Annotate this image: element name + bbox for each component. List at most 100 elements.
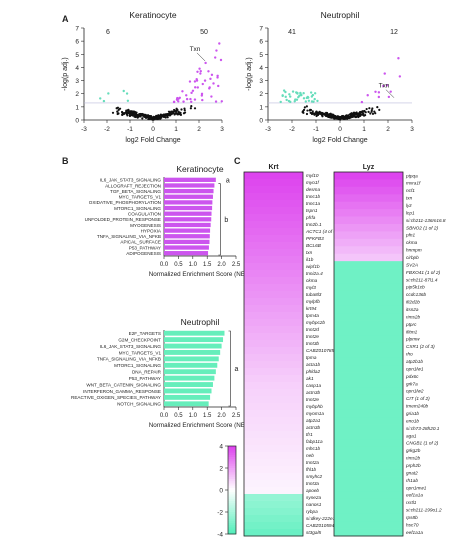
ns-point bbox=[331, 113, 334, 116]
ns-point bbox=[314, 111, 318, 114]
gene-label: tnnt2d bbox=[306, 327, 319, 332]
up-point bbox=[366, 94, 369, 97]
ns-point bbox=[351, 115, 354, 118]
gene-label: si:ch73-28h20.1 bbox=[406, 426, 440, 431]
category-label: NOTCH_SIGNALING bbox=[117, 402, 161, 407]
y-tick-label: 1 bbox=[75, 104, 79, 111]
up-point bbox=[201, 82, 204, 86]
heatmap-cell bbox=[334, 290, 403, 299]
gene-label: mhc1b bbox=[306, 446, 320, 451]
up-point bbox=[385, 84, 389, 87]
heatmap-cell bbox=[244, 382, 303, 390]
group-bracket bbox=[218, 183, 221, 256]
category-label: MTORC1_SIGNALING bbox=[114, 206, 161, 211]
ns-point bbox=[123, 112, 126, 115]
ns-point bbox=[125, 110, 128, 113]
y-tick-label: 2 bbox=[75, 91, 79, 98]
up-point bbox=[383, 72, 386, 75]
bar bbox=[164, 369, 216, 375]
gene-label: pfrfa bbox=[305, 215, 316, 220]
up-point bbox=[199, 69, 202, 73]
heatmap-cell bbox=[244, 368, 303, 376]
ns-point bbox=[180, 108, 183, 111]
heatmap-cell bbox=[334, 172, 403, 180]
bar bbox=[164, 375, 215, 381]
gene-label: nanos1 bbox=[306, 502, 322, 507]
panel-label-a: A bbox=[62, 14, 69, 24]
up-point bbox=[182, 100, 185, 103]
ns-point bbox=[173, 113, 176, 116]
up-point bbox=[199, 72, 202, 75]
x-tick-label: 2 bbox=[197, 126, 201, 133]
heatmap-cell bbox=[244, 410, 303, 418]
y-tick-label: 7 bbox=[259, 26, 263, 33]
colorbar-tick-label: 4 bbox=[219, 444, 223, 451]
gene-label: CNGB1 (1 of 2) bbox=[406, 441, 439, 446]
up-point bbox=[188, 80, 192, 83]
up-point bbox=[191, 89, 195, 92]
heatmap-cell bbox=[334, 201, 403, 210]
down-point bbox=[125, 92, 129, 95]
up-point bbox=[207, 70, 210, 73]
gene-label: ACTC1 (4 of 6) bbox=[305, 229, 338, 234]
heatmap-cell bbox=[244, 200, 303, 208]
colorbar-step bbox=[228, 505, 236, 508]
up-point bbox=[210, 73, 214, 77]
heatmap-cell bbox=[244, 228, 303, 236]
up-point bbox=[214, 100, 218, 103]
heatmap-cell bbox=[334, 513, 403, 522]
gene-label: BCL6B bbox=[306, 243, 321, 248]
down-point bbox=[122, 89, 125, 93]
ns-point bbox=[360, 110, 364, 113]
colorbar-step bbox=[228, 501, 236, 504]
heatmap-cell bbox=[244, 508, 303, 516]
down-point bbox=[288, 93, 291, 96]
colorbar-step bbox=[228, 448, 236, 451]
category-label: UNFOLDED_PROTEIN_RESPONSE bbox=[85, 217, 161, 222]
ns-point bbox=[353, 115, 356, 118]
up-point bbox=[198, 67, 201, 70]
bar bbox=[164, 228, 211, 233]
up-point bbox=[208, 86, 211, 89]
ns-point bbox=[325, 113, 328, 117]
heatmap-cell bbox=[334, 454, 403, 463]
ns-point bbox=[306, 109, 309, 112]
bar-chart-title: Keratinocyte bbox=[176, 164, 224, 174]
ns-point bbox=[183, 109, 186, 112]
gene-label: prph2b bbox=[405, 463, 421, 468]
y-tick-label: 3 bbox=[75, 78, 79, 85]
heatmap-cell bbox=[334, 461, 403, 470]
up-point bbox=[193, 98, 197, 101]
ns-point bbox=[179, 113, 182, 116]
x-axis-label: Normalized Enrichment Score (NES) bbox=[149, 271, 252, 278]
up-point bbox=[360, 100, 364, 104]
group-bracket bbox=[228, 330, 231, 407]
bar bbox=[164, 356, 219, 362]
ns-point bbox=[369, 112, 372, 115]
ns-point bbox=[121, 113, 124, 116]
bar bbox=[164, 211, 212, 216]
category-label: TNFA_SIGNALING_VIA_NFKB bbox=[97, 357, 161, 362]
colorbar-step bbox=[228, 463, 236, 467]
colorbar-step bbox=[228, 531, 236, 535]
heatmap-cell bbox=[244, 277, 303, 285]
gene-label: myom1a bbox=[306, 411, 324, 416]
x-tick-label: 1.5 bbox=[203, 262, 212, 268]
panel-label-b: B bbox=[62, 156, 69, 166]
down-point bbox=[99, 97, 102, 100]
ns-point bbox=[176, 112, 179, 115]
gene-label: gnat2 bbox=[406, 470, 418, 475]
ns-point bbox=[305, 112, 309, 116]
up-point bbox=[374, 90, 377, 93]
gene-label: hnmpm bbox=[406, 248, 422, 253]
heatmap-cell bbox=[244, 312, 303, 320]
gene-label: tnnc1a bbox=[306, 201, 320, 206]
colorbar-step bbox=[228, 487, 236, 491]
bar bbox=[164, 217, 212, 222]
gene-label: mybpc2b bbox=[306, 320, 325, 325]
annotation-label: Txn bbox=[190, 46, 201, 53]
group-letter: a bbox=[234, 366, 238, 373]
heatmap-cell bbox=[334, 313, 403, 321]
up-point bbox=[193, 80, 197, 83]
gene-label: opn1mw1 bbox=[406, 485, 427, 490]
